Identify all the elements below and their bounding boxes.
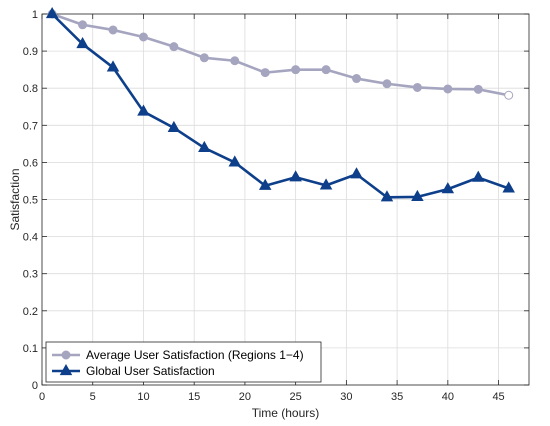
series-line xyxy=(51,12,509,97)
data-point xyxy=(138,32,148,42)
data-point xyxy=(137,104,150,116)
series-group xyxy=(45,6,515,202)
legend-marker xyxy=(61,350,71,360)
x-tick-label: 0 xyxy=(39,391,45,403)
series-line xyxy=(51,13,510,199)
data-point xyxy=(473,84,483,94)
data-point xyxy=(228,155,242,167)
data-point xyxy=(230,56,240,66)
data-point xyxy=(411,189,424,202)
x-tick-label: 35 xyxy=(391,391,403,403)
y-axis-label: Satisfaction xyxy=(8,168,22,230)
data-point xyxy=(350,167,363,179)
y-tick-label: 0.2 xyxy=(23,306,38,318)
y-tick-label: 1 xyxy=(32,9,38,21)
x-tick-label: 15 xyxy=(188,391,200,403)
x-tick-label: 40 xyxy=(442,391,454,403)
y-tick-label: 0.6 xyxy=(23,157,38,169)
data-point xyxy=(291,65,301,75)
data-point xyxy=(441,182,455,194)
legend-entries: Average User Satisfaction (Regions 1−4) G… xyxy=(52,348,304,378)
data-point xyxy=(45,6,59,19)
x-tick-label: 30 xyxy=(340,391,352,403)
data-point xyxy=(199,53,209,63)
legend-entry: Global User Satisfaction xyxy=(52,363,215,378)
data-point xyxy=(321,65,331,75)
data-point xyxy=(108,25,118,35)
x-tick-label: 25 xyxy=(290,391,302,403)
data-point xyxy=(289,170,302,182)
y-tick-label: 0.8 xyxy=(23,83,38,95)
y-tick-label: 0.3 xyxy=(23,269,38,281)
data-point xyxy=(169,42,179,52)
data-point xyxy=(352,74,362,84)
y-tick-label: 0 xyxy=(32,380,38,392)
data-point xyxy=(258,178,272,190)
data-point xyxy=(78,20,88,30)
data-point xyxy=(76,37,89,49)
series-2 xyxy=(45,6,515,202)
data-point xyxy=(502,181,515,193)
data-point xyxy=(472,170,485,182)
data-point xyxy=(443,84,453,94)
x-tick-label: 20 xyxy=(239,391,251,403)
legend-marker xyxy=(59,363,73,376)
data-point xyxy=(382,79,392,89)
data-point xyxy=(167,120,181,132)
y-tick-label: 0.5 xyxy=(23,195,38,207)
data-point xyxy=(412,82,422,92)
data-point xyxy=(198,140,211,153)
legend: Average User Satisfaction (Regions 1−4) G… xyxy=(45,341,322,383)
x-axis-label: Time (hours) xyxy=(252,406,320,420)
legend-box xyxy=(45,341,322,383)
y-tick-label: 0.4 xyxy=(23,232,38,244)
data-point xyxy=(504,90,514,100)
x-tick-label: 10 xyxy=(137,391,149,403)
series-1 xyxy=(47,9,514,100)
y-tick-label: 0.1 xyxy=(23,343,38,355)
x-tick-label: 5 xyxy=(90,391,96,403)
x-tick-label: 45 xyxy=(492,391,504,403)
legend-label: Average User Satisfaction (Regions 1−4) xyxy=(86,348,304,362)
data-point xyxy=(106,60,120,72)
legend-entry: Average User Satisfaction (Regions 1−4) xyxy=(52,348,304,362)
data-point xyxy=(260,68,270,78)
legend-label: Global User Satisfaction xyxy=(86,364,215,378)
axis-ticks: 0 5 10 15 20 25 30 35 40 45 0 0.1 0.2 0.3 0.4 0.5 0.6 0.7… xyxy=(23,9,529,403)
y-tick-label: 0.7 xyxy=(23,120,38,132)
y-tick-label: 0.9 xyxy=(23,46,38,58)
data-point xyxy=(319,178,333,190)
data-point xyxy=(380,190,394,202)
